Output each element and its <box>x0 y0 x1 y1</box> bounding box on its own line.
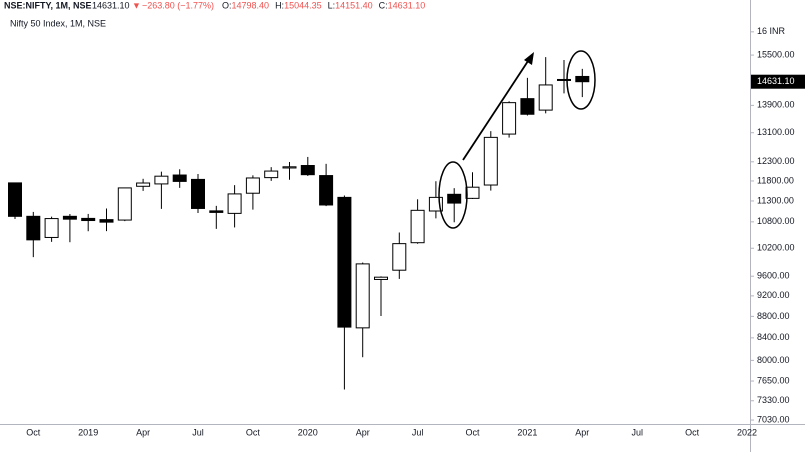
candle-body <box>392 243 407 271</box>
last-price-label: 14631.10 <box>757 76 795 86</box>
candle-body <box>447 193 462 204</box>
y-tick-label: 7030.00 <box>757 414 790 424</box>
candle-body <box>154 175 169 185</box>
x-tick-label: Apr <box>575 427 589 437</box>
candle-body <box>62 215 77 220</box>
ohlc-value: 14631.10 <box>388 0 426 10</box>
y-tick-label: 16 INR <box>757 26 786 36</box>
x-tick-label: 2021 <box>517 427 537 437</box>
candle-body <box>483 136 498 186</box>
candle-body <box>136 182 151 187</box>
ohlc-value: 15044.35 <box>284 0 322 10</box>
candle-body <box>26 215 41 241</box>
symbol: NSE:NIFTY, 1M, NSE <box>4 0 92 10</box>
y-tick-label: 9200.00 <box>757 290 790 300</box>
candle-body <box>520 98 535 115</box>
arrow-head <box>524 52 534 65</box>
y-tick-label: 10200.00 <box>757 243 795 253</box>
change: −263.80 (−1.77%) <box>142 0 214 10</box>
y-tick-label: 11800.00 <box>757 175 794 185</box>
candle-body <box>502 102 517 135</box>
chart-title: Nifty 50 Index, 1M, NSE <box>10 18 106 28</box>
x-tick-label: 2019 <box>78 427 98 437</box>
x-tick-label: Apr <box>356 427 370 437</box>
y-tick-label: 8400.00 <box>757 332 790 342</box>
candle-body <box>191 178 205 209</box>
candle-body <box>355 263 370 329</box>
x-tick-label: Jul <box>412 427 424 437</box>
candle-body <box>209 210 224 213</box>
x-tick-label: Jul <box>192 427 204 437</box>
highlight-ellipse <box>566 50 596 110</box>
plot <box>8 57 590 390</box>
ohlc-label: O: <box>222 0 232 10</box>
ohlc-label: C: <box>379 0 388 10</box>
candle-body <box>465 186 480 199</box>
ohlc-value: 14151.40 <box>335 0 373 10</box>
x-tick-label: Oct <box>246 427 261 437</box>
x-tick-label: Oct <box>465 427 480 437</box>
y-tick-label: 12300.00 <box>757 156 795 166</box>
candle-body <box>374 276 388 280</box>
candle-body <box>300 165 315 176</box>
y-tick-label: 13100.00 <box>757 127 795 137</box>
candle-body <box>172 174 187 182</box>
last-price-box <box>751 74 805 89</box>
x-tick-label: 2020 <box>298 427 318 437</box>
ohlc-label: L: <box>328 0 336 10</box>
y-tick-label: 11300.00 <box>757 195 794 205</box>
x-tick-label: 2022 <box>737 427 757 437</box>
candle-body <box>44 218 59 238</box>
y-tick-label: 13900.00 <box>757 100 795 110</box>
highlight-ellipse <box>438 161 468 229</box>
y-tick-label: 7650.00 <box>757 375 790 385</box>
candle-body <box>337 196 352 328</box>
candle-body <box>319 175 334 206</box>
candle-body <box>557 78 571 81</box>
candle-body <box>245 177 260 194</box>
y-tick-label: 9600.00 <box>757 271 790 281</box>
candle-body <box>99 219 114 223</box>
candle-body <box>264 170 279 179</box>
ohlc-label: H: <box>275 0 284 10</box>
ohlc-value: 14798.40 <box>232 0 270 10</box>
candle-body <box>538 84 553 111</box>
x-tick-label: Jul <box>631 427 643 437</box>
x-tick-label: Oct <box>685 427 700 437</box>
ohlc-group: O: 14798.40 H: 15044.35 L: 14151.40 C: 14631.10 <box>222 0 425 10</box>
candle-body <box>81 217 96 222</box>
x-tick-label: Oct <box>26 427 41 437</box>
candle-body <box>8 182 22 217</box>
trend-arrow <box>462 57 531 161</box>
y-tick-label: 8800.00 <box>757 311 790 321</box>
candle-body <box>227 193 242 214</box>
y-tick-label: 7330.00 <box>757 395 790 405</box>
y-tick-label: 8000.00 <box>757 355 790 365</box>
y-tick-label: 15500.00 <box>757 49 795 59</box>
candle-body <box>410 209 425 244</box>
x-tick-label: Apr <box>136 427 150 437</box>
candle-body <box>282 166 297 169</box>
candle-body <box>575 75 590 83</box>
change-arrow: ▼ <box>132 0 141 10</box>
y-tick-label: 10800.00 <box>757 216 795 226</box>
last-price: 14631.10 <box>92 0 130 10</box>
candle-body <box>117 187 132 221</box>
